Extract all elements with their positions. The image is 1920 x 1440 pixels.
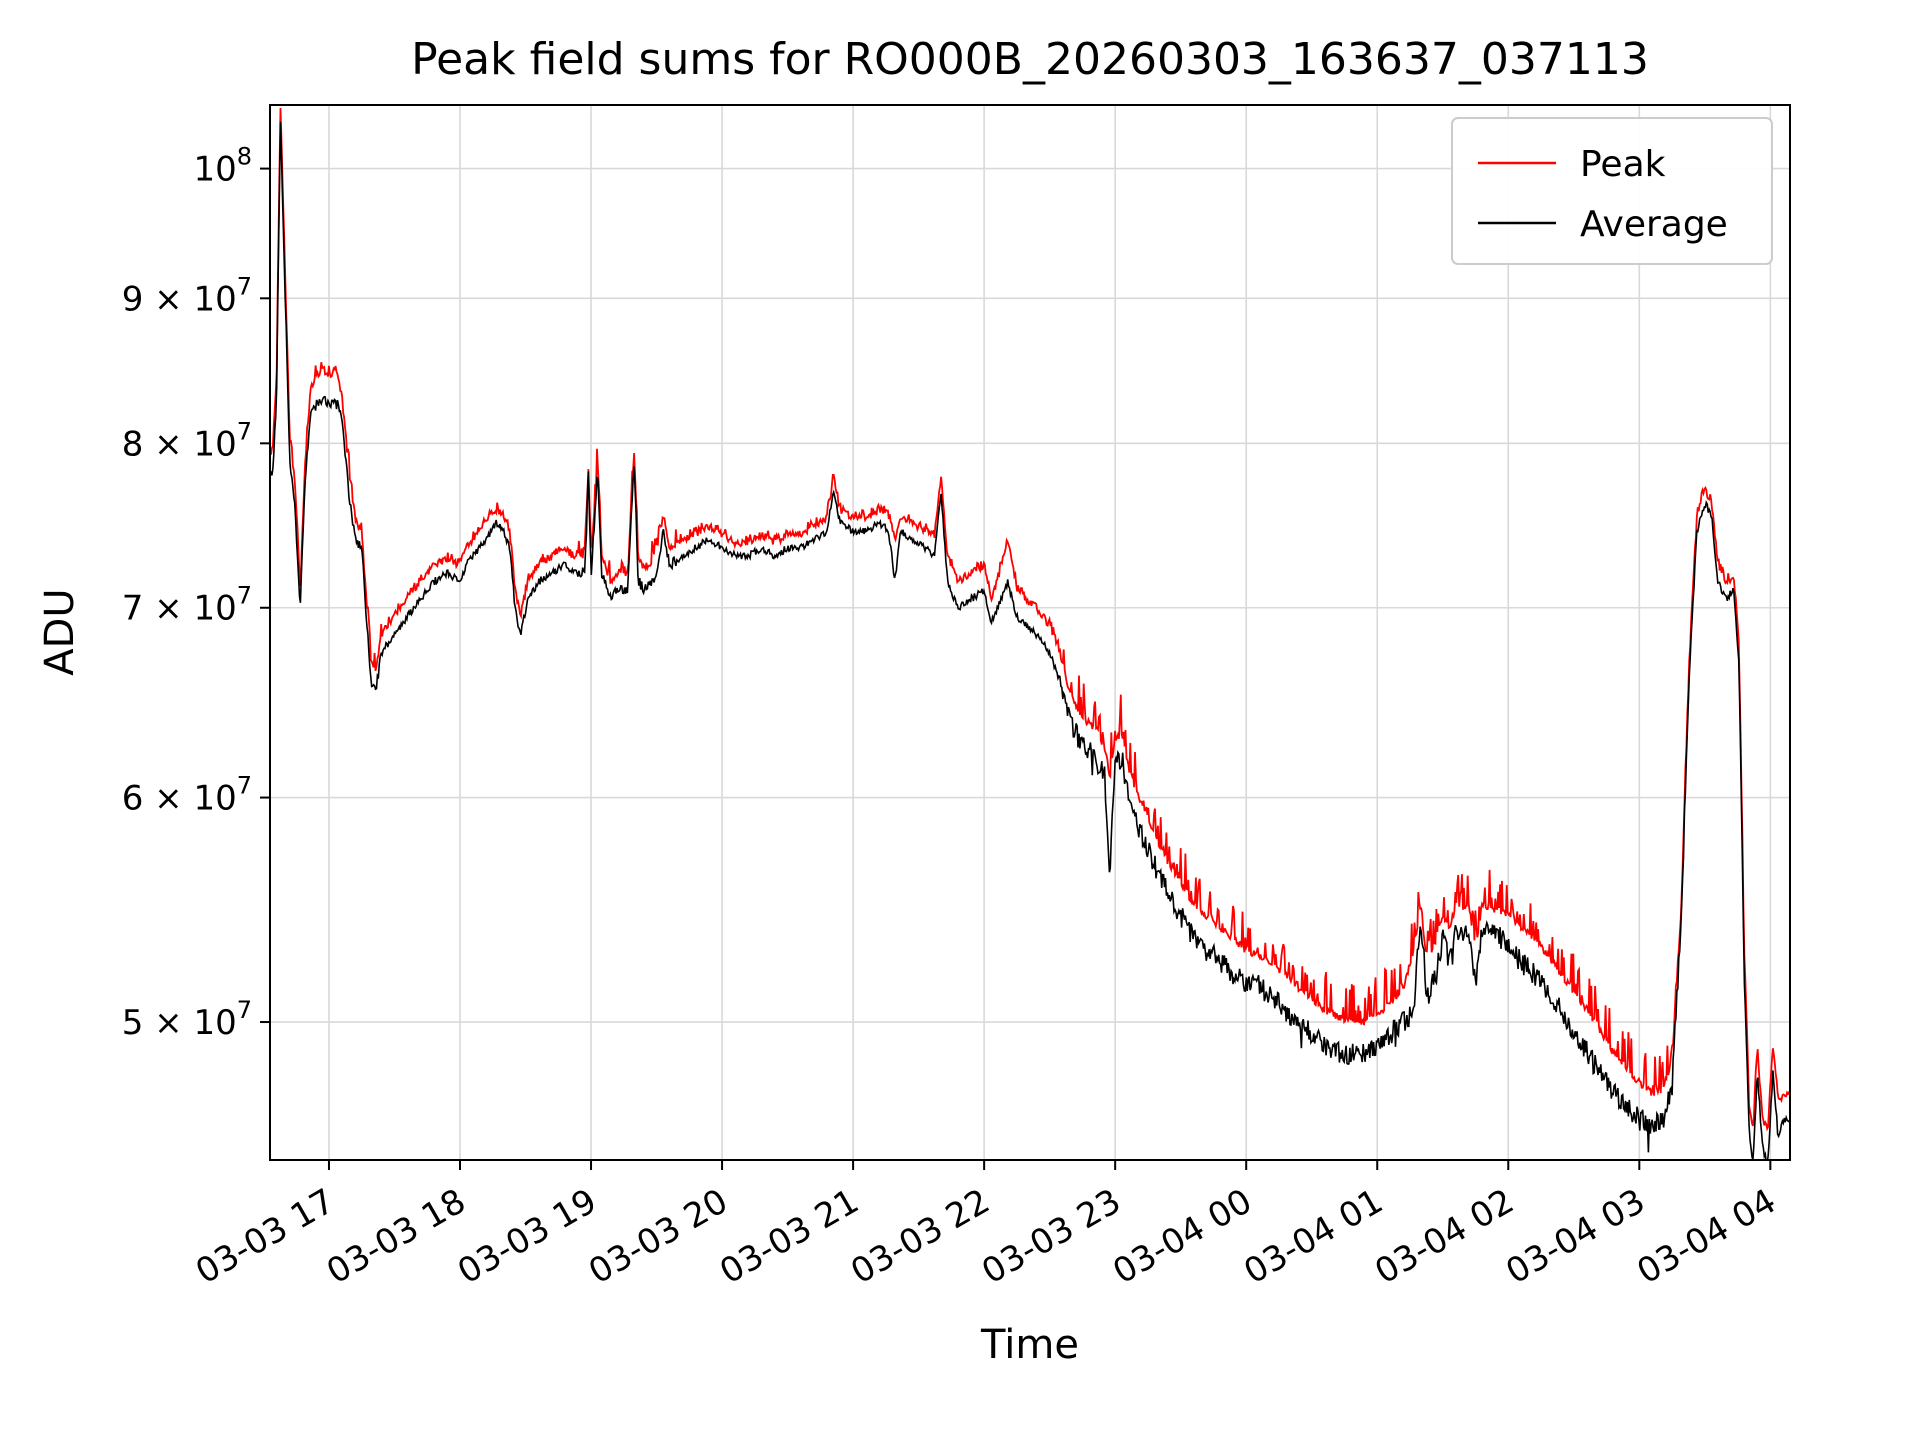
x-tick-label: 03-03 23 [975, 1181, 1127, 1292]
plot-border [269, 104, 1791, 1161]
ticks [260, 167, 1772, 1170]
y-tick-label: 8 × 107 [122, 417, 252, 464]
chart-title: Peak field sums for RO000B_20260303_1636… [411, 34, 1649, 85]
legend: Peak Average [1451, 117, 1773, 265]
x-tick-label: 03-03 21 [713, 1181, 865, 1292]
x-tick-label: 03-03 18 [320, 1181, 472, 1292]
x-tick-label: 03-04 01 [1237, 1181, 1389, 1292]
legend-label: Average [1580, 204, 1728, 245]
x-tick-label: 03-03 22 [844, 1181, 996, 1292]
y-tick-label: 5 × 107 [122, 996, 252, 1043]
x-tick-label: 03-04 02 [1368, 1181, 1520, 1292]
average-line [270, 121, 1790, 1160]
legend-box [1451, 117, 1773, 265]
legend-entry: Average [1478, 204, 1728, 245]
x-tick-label: 03-04 00 [1106, 1181, 1258, 1292]
x-tick-label: 03-03 17 [189, 1181, 341, 1292]
grid [270, 105, 1790, 1160]
x-tick-label: 03-03 19 [451, 1181, 603, 1292]
y-tick-label: 9 × 107 [122, 272, 252, 319]
peak-line [270, 107, 1790, 1132]
x-tick-label: 03-04 03 [1499, 1181, 1651, 1292]
legend-entry: Peak [1478, 144, 1666, 185]
y-axis-label: ADU [37, 588, 83, 676]
legend-label: Peak [1580, 144, 1666, 185]
y-tick-label: 108 [193, 143, 252, 190]
x-tick-label: 03-03 20 [582, 1181, 734, 1292]
y-tick-label: 7 × 107 [122, 582, 252, 629]
y-tick-label: 6 × 107 [122, 772, 252, 819]
x-tick-label: 03-04 04 [1630, 1181, 1782, 1292]
x-axis-label: Time [981, 1322, 1079, 1368]
